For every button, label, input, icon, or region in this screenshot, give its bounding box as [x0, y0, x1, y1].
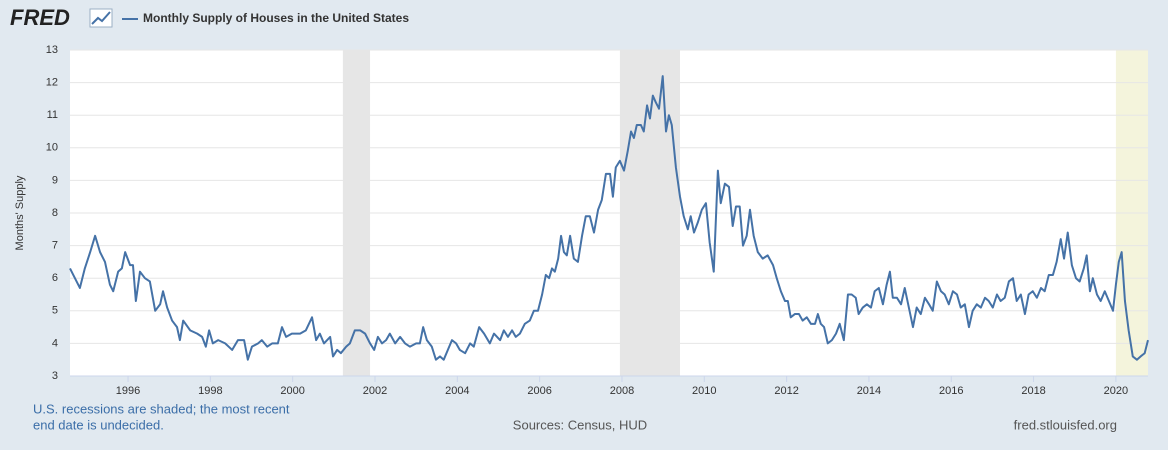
- x-tick-label: 2014: [857, 385, 881, 397]
- series-line: [69, 75, 1149, 361]
- x-tick-label: 2006: [527, 385, 551, 397]
- y-tick-label: 6: [52, 272, 58, 284]
- x-tick-label: 2008: [610, 385, 634, 397]
- x-tick-label: 2018: [1021, 385, 1045, 397]
- note: end date is undecided.: [33, 417, 164, 432]
- source: Sources: Census, HUD: [513, 417, 647, 432]
- x-tick-label: 1998: [198, 385, 222, 397]
- y-tick-label: 13: [46, 44, 58, 56]
- y-tick-label: 11: [47, 109, 58, 121]
- x-tick-label: 1996: [116, 385, 140, 397]
- x-tick-label: 2010: [692, 385, 716, 397]
- x-tick-label: 2012: [774, 385, 798, 397]
- y-tick-label: 10: [46, 142, 58, 154]
- y-tick-label: 7: [52, 240, 58, 252]
- y-tick-label: 3: [52, 370, 58, 382]
- x-tick-label: 2002: [363, 385, 387, 397]
- y-tick-label: 8: [52, 207, 58, 219]
- plot: 3 4 5 6 7 8 9 10 11 12 13 1996 1998 2000 2002 2004 2006 2…: [46, 44, 1149, 397]
- logo-icon: [89, 8, 113, 28]
- x-tick-label: 2004: [445, 385, 469, 397]
- y-tick-label: 12: [46, 77, 58, 89]
- y-tick-label: 4: [52, 337, 58, 349]
- legend-label: Monthly Supply of Houses in the United S…: [143, 11, 409, 25]
- x-tick-label: 2016: [939, 385, 963, 397]
- site-link[interactable]: fred.stlouisfed.org: [1014, 417, 1117, 432]
- brand-logo[interactable]: FRED: [10, 5, 70, 30]
- note: U.S. recessions are shaded; the most rec…: [33, 401, 290, 416]
- y-axis-label: Months' Supply: [14, 175, 26, 250]
- x-tick-label: 2000: [280, 385, 304, 397]
- x-tick-label: 2020: [1104, 385, 1128, 397]
- y-tick-label: 5: [52, 305, 58, 317]
- y-tick-label: 9: [52, 174, 58, 186]
